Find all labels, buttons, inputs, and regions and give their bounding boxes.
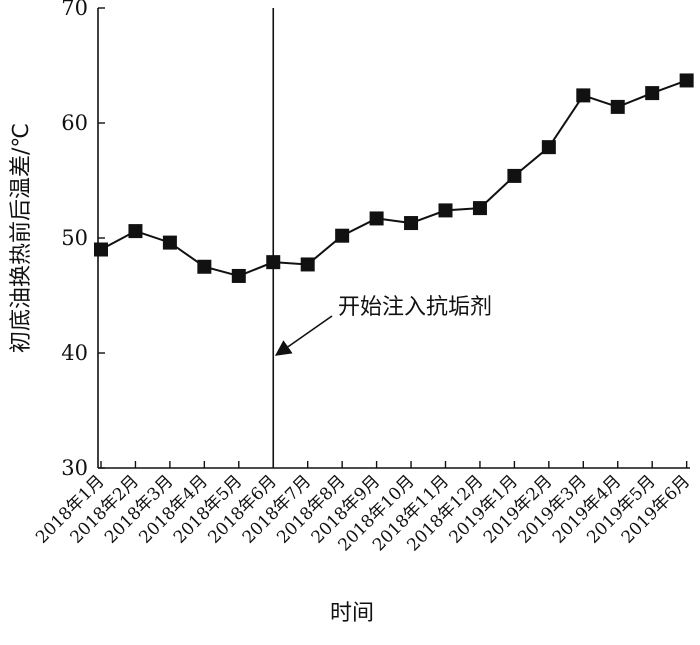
y-tick-label: 60 — [61, 111, 88, 135]
y-axis-title: 初底油换热前后温差/℃ — [9, 123, 34, 353]
data-point — [576, 88, 591, 103]
data-point — [507, 168, 522, 183]
data-point — [541, 140, 556, 155]
data-point — [438, 203, 453, 218]
data-point — [472, 201, 487, 216]
y-tick-label: 70 — [61, 0, 88, 20]
annotation-arrow — [274, 315, 333, 356]
data-point — [162, 235, 177, 250]
axes — [97, 7, 690, 469]
plot-marks — [94, 73, 694, 356]
data-point — [610, 99, 625, 114]
data-point — [231, 268, 246, 283]
data-point — [369, 211, 384, 226]
data-point — [404, 216, 419, 231]
x-axis-title: 时间 — [330, 601, 374, 626]
y-tick-label: 30 — [61, 456, 88, 480]
data-point — [679, 73, 694, 88]
y-tick-label: 50 — [61, 226, 88, 250]
data-point — [128, 224, 143, 239]
data-point — [266, 255, 281, 270]
y-tick-label: 40 — [61, 341, 88, 365]
axis-labels: 30405060702018年1月2018年2月2018年3月2018年4月20… — [32, 0, 694, 555]
series-line — [100, 79, 687, 278]
data-point — [94, 242, 108, 257]
annotation-text: 开始注入抗垢剂 — [338, 295, 492, 320]
data-point — [197, 259, 212, 274]
data-point — [645, 86, 660, 101]
data-point — [300, 257, 315, 272]
data-point — [335, 228, 350, 243]
